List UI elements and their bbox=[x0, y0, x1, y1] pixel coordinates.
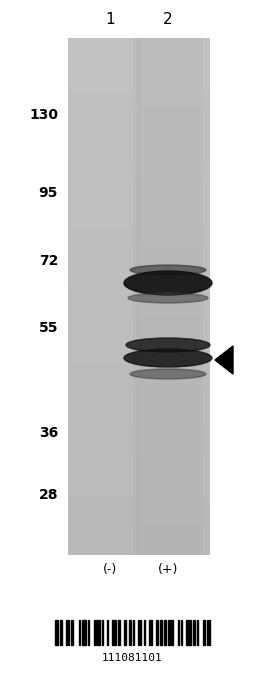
Bar bbox=[207, 620, 208, 645]
Bar bbox=[133, 620, 134, 645]
Bar bbox=[60, 620, 62, 645]
Bar bbox=[112, 620, 114, 645]
Bar bbox=[68, 620, 69, 645]
Bar bbox=[156, 620, 158, 645]
Text: 111081101: 111081101 bbox=[102, 653, 163, 663]
Text: 95: 95 bbox=[39, 185, 58, 200]
Bar bbox=[107, 620, 108, 645]
Text: 72: 72 bbox=[39, 254, 58, 268]
Bar bbox=[149, 620, 150, 645]
Ellipse shape bbox=[126, 338, 210, 352]
Bar bbox=[161, 620, 162, 645]
Bar bbox=[72, 620, 73, 645]
Text: 1: 1 bbox=[105, 12, 115, 27]
Bar bbox=[160, 620, 161, 645]
Bar bbox=[119, 620, 120, 645]
Ellipse shape bbox=[124, 271, 212, 295]
Bar bbox=[178, 620, 179, 645]
Bar bbox=[138, 620, 140, 645]
Bar bbox=[118, 620, 119, 645]
Bar bbox=[150, 620, 152, 645]
Ellipse shape bbox=[130, 369, 206, 379]
Bar bbox=[79, 620, 80, 645]
Bar bbox=[115, 620, 116, 645]
Text: 55: 55 bbox=[38, 321, 58, 335]
Ellipse shape bbox=[124, 349, 212, 367]
Text: 28: 28 bbox=[38, 488, 58, 502]
Bar bbox=[57, 620, 58, 645]
Bar bbox=[197, 620, 198, 645]
Bar bbox=[124, 620, 126, 645]
Ellipse shape bbox=[128, 293, 208, 303]
Text: 2: 2 bbox=[163, 12, 173, 27]
Polygon shape bbox=[215, 346, 233, 374]
Bar bbox=[129, 620, 130, 645]
Text: (+): (+) bbox=[158, 563, 178, 576]
Bar bbox=[144, 620, 145, 645]
Bar bbox=[193, 620, 195, 645]
Bar bbox=[186, 620, 189, 645]
Bar bbox=[202, 620, 204, 645]
Bar bbox=[71, 620, 72, 645]
Bar bbox=[94, 620, 97, 645]
Text: 36: 36 bbox=[39, 426, 58, 440]
Bar bbox=[55, 620, 56, 645]
Bar bbox=[189, 620, 191, 645]
Bar bbox=[164, 620, 166, 645]
Bar bbox=[168, 620, 170, 645]
Bar bbox=[140, 620, 141, 645]
Bar bbox=[102, 620, 103, 645]
Bar bbox=[66, 620, 67, 645]
Bar bbox=[170, 620, 174, 645]
Text: 130: 130 bbox=[29, 108, 58, 122]
Bar bbox=[204, 620, 205, 645]
Bar bbox=[97, 620, 100, 645]
Text: (-): (-) bbox=[103, 563, 117, 576]
Bar bbox=[130, 620, 131, 645]
Bar bbox=[181, 620, 182, 645]
Ellipse shape bbox=[130, 265, 206, 275]
Bar bbox=[88, 620, 89, 645]
Bar bbox=[83, 620, 86, 645]
Bar bbox=[82, 620, 83, 645]
